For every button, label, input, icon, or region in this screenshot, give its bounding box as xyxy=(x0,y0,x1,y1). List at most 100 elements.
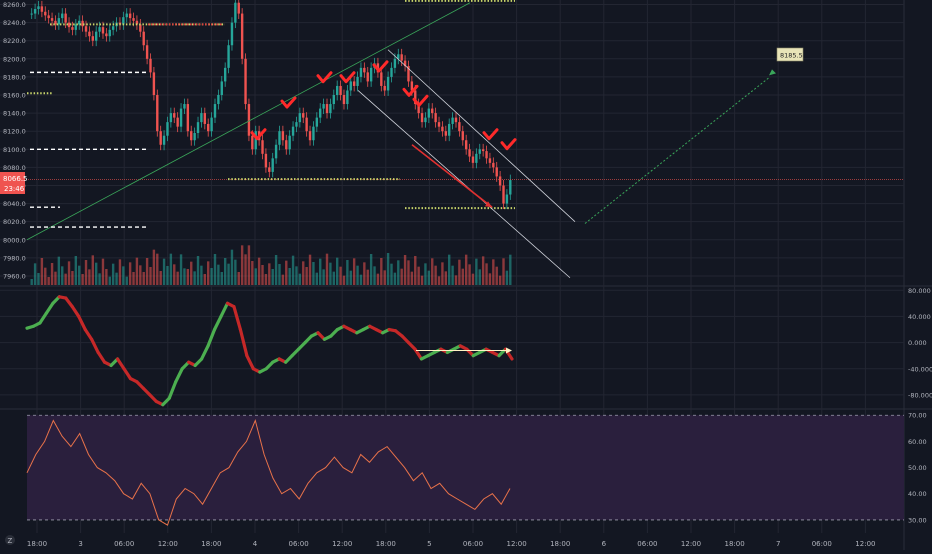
rsi-line xyxy=(26,418,511,526)
drawings xyxy=(26,0,776,354)
volume-bar xyxy=(380,258,383,285)
volume-bar xyxy=(71,271,74,285)
volume-bar xyxy=(509,254,512,285)
candle-body xyxy=(332,95,335,105)
candle-body xyxy=(329,104,332,114)
candle-body xyxy=(451,117,454,124)
volume-bar xyxy=(468,264,471,285)
candle-body xyxy=(166,122,169,136)
oscillator-segment xyxy=(167,380,178,400)
volume-bar xyxy=(386,253,390,285)
candle-body xyxy=(278,131,281,145)
volume-bar xyxy=(349,270,352,285)
oscillator-segment xyxy=(174,367,184,384)
candle-body xyxy=(50,18,54,21)
volume-bar xyxy=(115,272,118,285)
volume-bar xyxy=(44,267,47,285)
candle-body xyxy=(40,6,44,12)
candle-body xyxy=(458,122,461,132)
candle-body xyxy=(186,104,190,132)
volume-bar xyxy=(78,265,81,285)
candle-body xyxy=(213,104,217,118)
time-tick-label: 18:00 xyxy=(27,540,47,548)
tv-logo-icon[interactable] xyxy=(5,535,15,545)
time-tick-label: 06:00 xyxy=(289,540,309,548)
candle-body xyxy=(298,113,302,123)
volume-bar xyxy=(373,266,376,285)
target-note[interactable] xyxy=(776,47,804,62)
volume-bar xyxy=(149,267,152,285)
candle-body xyxy=(346,90,349,105)
volume-bar xyxy=(271,269,274,285)
volume-bar xyxy=(298,273,302,285)
candle-body xyxy=(305,117,308,132)
rsi-pane xyxy=(26,414,904,526)
candle-body xyxy=(383,85,386,91)
candle-body xyxy=(403,60,407,67)
oscillator-segment xyxy=(232,305,242,332)
candle-body xyxy=(505,194,509,204)
candle-body xyxy=(230,22,234,46)
price-tick-label: 8240.0 xyxy=(3,19,26,27)
volume-bar xyxy=(54,271,57,285)
volume-bar xyxy=(356,265,359,285)
candle-body xyxy=(179,108,183,127)
volume-bar xyxy=(105,269,108,285)
candle-body xyxy=(369,67,373,82)
candle-body xyxy=(390,67,393,77)
price-tick-label: 8260.0 xyxy=(3,1,26,9)
candle-body xyxy=(448,123,451,136)
volume-bar xyxy=(495,266,498,285)
check-mark-icon xyxy=(482,128,499,141)
volume-bar xyxy=(417,266,420,285)
candle-body xyxy=(498,176,502,186)
volume-bar xyxy=(424,263,427,285)
volume-bar xyxy=(254,268,257,285)
volume-bar xyxy=(308,254,312,285)
candle-body xyxy=(352,81,356,86)
volume-bar xyxy=(366,269,369,285)
candle-body xyxy=(393,58,397,68)
volume-bar xyxy=(458,259,461,285)
volume-bar xyxy=(240,245,244,285)
candle-body xyxy=(319,108,322,118)
volume-bar xyxy=(410,271,414,285)
candle-body xyxy=(414,90,417,105)
volume-bar xyxy=(352,258,356,285)
volume-bar xyxy=(213,254,217,285)
candle-body xyxy=(193,133,196,141)
candle-body xyxy=(227,45,230,68)
candle-body xyxy=(285,140,288,150)
volume-bar xyxy=(91,255,94,285)
candle-body xyxy=(281,131,285,141)
osc-tick-label: -80.000 xyxy=(908,391,932,399)
rsi-tick-label: 70.00 xyxy=(908,412,927,420)
volume-bar xyxy=(94,262,98,285)
time-tick-label: 12:00 xyxy=(332,540,352,548)
price-tick-label: 7960.0 xyxy=(3,272,26,280)
candle-body xyxy=(196,122,200,133)
candle-body xyxy=(84,26,88,32)
osc-tick-label: 0.000 xyxy=(908,339,927,347)
countdown-label: 23:46 xyxy=(4,185,25,193)
candle-body xyxy=(400,54,403,61)
candle-body xyxy=(81,20,84,27)
price-tick-label: 8160.0 xyxy=(3,92,26,100)
down-arrow-head xyxy=(485,201,492,208)
volume-bar xyxy=(431,258,434,285)
oscillator-segment xyxy=(83,327,94,341)
check-mark-icon xyxy=(280,96,297,109)
candle-body xyxy=(359,67,363,77)
volume-bar xyxy=(132,272,135,285)
time-tick-label: 06:00 xyxy=(637,540,657,548)
oscillator-segment xyxy=(200,344,210,361)
oscillator-segment xyxy=(96,350,107,364)
volume-bar xyxy=(268,263,271,285)
volume-bar xyxy=(122,266,125,285)
volume-bar xyxy=(210,268,213,285)
candle-body xyxy=(33,9,37,14)
price-pane xyxy=(0,0,904,285)
osc-tick-label: -40.000 xyxy=(908,365,932,373)
candle-body xyxy=(268,167,271,172)
